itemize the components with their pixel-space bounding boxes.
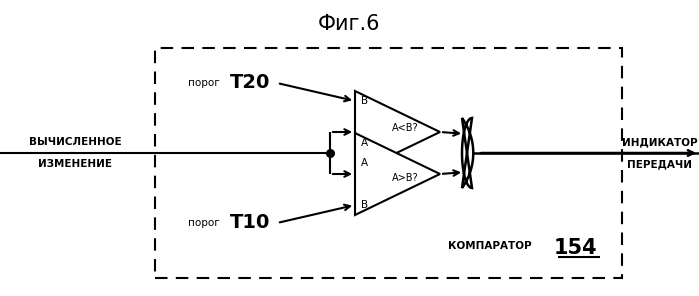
Text: ИНДИКАТОР: ИНДИКАТОР bbox=[622, 137, 698, 147]
Text: A: A bbox=[361, 158, 368, 168]
Text: ПЕРЕДАЧИ: ПЕРЕДАЧИ bbox=[628, 159, 693, 169]
Text: B: B bbox=[361, 200, 368, 210]
Bar bbox=[155, 48, 622, 278]
Text: B: B bbox=[361, 96, 368, 106]
Text: Фиг.6: Фиг.6 bbox=[318, 14, 380, 34]
Text: A: A bbox=[361, 138, 368, 148]
Text: Т10: Т10 bbox=[230, 213, 271, 232]
Text: A>B?: A>B? bbox=[392, 173, 419, 183]
Polygon shape bbox=[355, 133, 440, 215]
Polygon shape bbox=[355, 91, 440, 173]
Text: порог: порог bbox=[188, 218, 220, 228]
Text: Т20: Т20 bbox=[230, 73, 271, 92]
Polygon shape bbox=[462, 118, 473, 188]
Text: порог: порог bbox=[188, 78, 220, 88]
Text: A<B?: A<B? bbox=[392, 123, 419, 133]
Text: КОМПАРАТОР: КОМПАРАТОР bbox=[448, 241, 532, 251]
Text: 154: 154 bbox=[553, 238, 597, 258]
Text: ВЫЧИСЛЕННОЕ: ВЫЧИСЛЕННОЕ bbox=[29, 137, 122, 147]
Text: ИЗМЕНЕНИЕ: ИЗМЕНЕНИЕ bbox=[38, 159, 112, 169]
